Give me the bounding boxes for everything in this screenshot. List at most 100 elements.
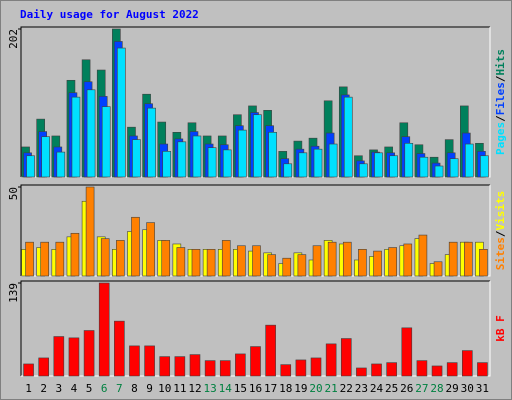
- bar: [161, 240, 171, 277]
- x-tick-label: 4: [71, 382, 78, 395]
- bar: [114, 320, 125, 377]
- legend-separator: /: [494, 115, 507, 122]
- bar: [116, 240, 125, 277]
- panel-bevel: [20, 184, 490, 276]
- bar: [449, 158, 459, 178]
- bar: [250, 346, 261, 377]
- legend-entry: kB F: [494, 315, 507, 342]
- bar: [312, 245, 322, 277]
- bar: [162, 151, 172, 178]
- x-tick-label: 28: [430, 382, 443, 395]
- bar: [431, 365, 443, 377]
- bar: [147, 107, 156, 178]
- x-tick-label: 19: [294, 382, 307, 395]
- bar: [85, 186, 95, 277]
- x-tick-label: 8: [131, 382, 138, 395]
- bar: [207, 147, 217, 178]
- bar: [403, 243, 413, 277]
- bar: [464, 241, 473, 277]
- bar: [129, 345, 140, 377]
- bar: [404, 142, 414, 178]
- bar: [268, 132, 277, 178]
- legend-separator: /: [494, 230, 507, 237]
- bar: [295, 359, 307, 377]
- bar: [53, 336, 65, 377]
- bar: [235, 353, 246, 377]
- bar: [265, 324, 276, 377]
- bar: [282, 257, 292, 277]
- bar: [328, 143, 338, 178]
- x-tick-label: 11: [173, 382, 186, 395]
- bar: [221, 240, 231, 277]
- panel-bevel: [20, 26, 490, 177]
- x-tick-label: 21: [325, 382, 338, 395]
- bar: [174, 356, 186, 377]
- bar: [83, 330, 95, 377]
- x-tick-label: 10: [158, 382, 171, 395]
- legend: Pages/Files/Hits: [494, 49, 507, 155]
- bar: [465, 143, 474, 178]
- bar: [144, 345, 155, 377]
- bar: [416, 360, 428, 377]
- x-tick-label: 31: [476, 382, 489, 395]
- x-tick-label: 26: [400, 382, 413, 395]
- bar: [343, 96, 353, 178]
- bar: [206, 249, 216, 277]
- bar: [219, 360, 231, 377]
- bar: [373, 250, 382, 277]
- bar: [26, 155, 35, 178]
- x-tick-label: 24: [370, 382, 384, 395]
- bar: [41, 136, 50, 178]
- x-tick-label: 12: [188, 382, 201, 395]
- x-tick-label: 20: [309, 382, 322, 395]
- legend-entry: Hits: [494, 49, 507, 76]
- bar: [342, 241, 352, 277]
- bar: [479, 249, 488, 277]
- bar: [100, 238, 110, 277]
- bar: [446, 362, 458, 377]
- bar: [132, 139, 141, 178]
- legend-entry: Pages: [494, 122, 507, 155]
- bar: [267, 254, 276, 277]
- bar: [462, 350, 473, 377]
- bar: [388, 247, 397, 277]
- x-tick-label: 9: [146, 382, 153, 395]
- bar: [146, 222, 155, 277]
- bar: [98, 282, 110, 377]
- bar: [177, 141, 187, 178]
- bar: [401, 327, 413, 377]
- bar: [434, 165, 444, 178]
- bar: [159, 356, 171, 377]
- legend: Sites/Visits: [494, 191, 507, 271]
- x-tick-label: 16: [249, 382, 262, 395]
- x-tick-label: 6: [101, 382, 108, 395]
- bar: [374, 152, 383, 178]
- x-tick-label: 5: [86, 382, 93, 395]
- bar: [68, 337, 80, 377]
- bar: [55, 241, 65, 277]
- y-tick-label: 202: [7, 29, 20, 49]
- bar: [356, 367, 367, 377]
- bar: [327, 241, 337, 277]
- bar: [131, 216, 140, 277]
- x-tick-label: 25: [385, 382, 398, 395]
- bar: [340, 338, 352, 377]
- bar: [386, 362, 397, 377]
- bar: [252, 245, 261, 277]
- bar: [253, 114, 262, 178]
- bar: [237, 245, 246, 277]
- bar: [56, 151, 66, 178]
- bar: [477, 362, 488, 377]
- bar: [40, 241, 49, 277]
- bar: [70, 232, 80, 277]
- x-tick-label: 14: [219, 382, 233, 395]
- bar: [38, 357, 49, 377]
- bar: [23, 363, 34, 377]
- bar: [283, 163, 293, 178]
- x-tick-label: 15: [234, 382, 247, 395]
- x-tick-label: 29: [446, 382, 459, 395]
- bar: [25, 241, 34, 277]
- x-tick-label: 23: [355, 382, 368, 395]
- bar: [419, 156, 429, 178]
- bar: [192, 135, 202, 178]
